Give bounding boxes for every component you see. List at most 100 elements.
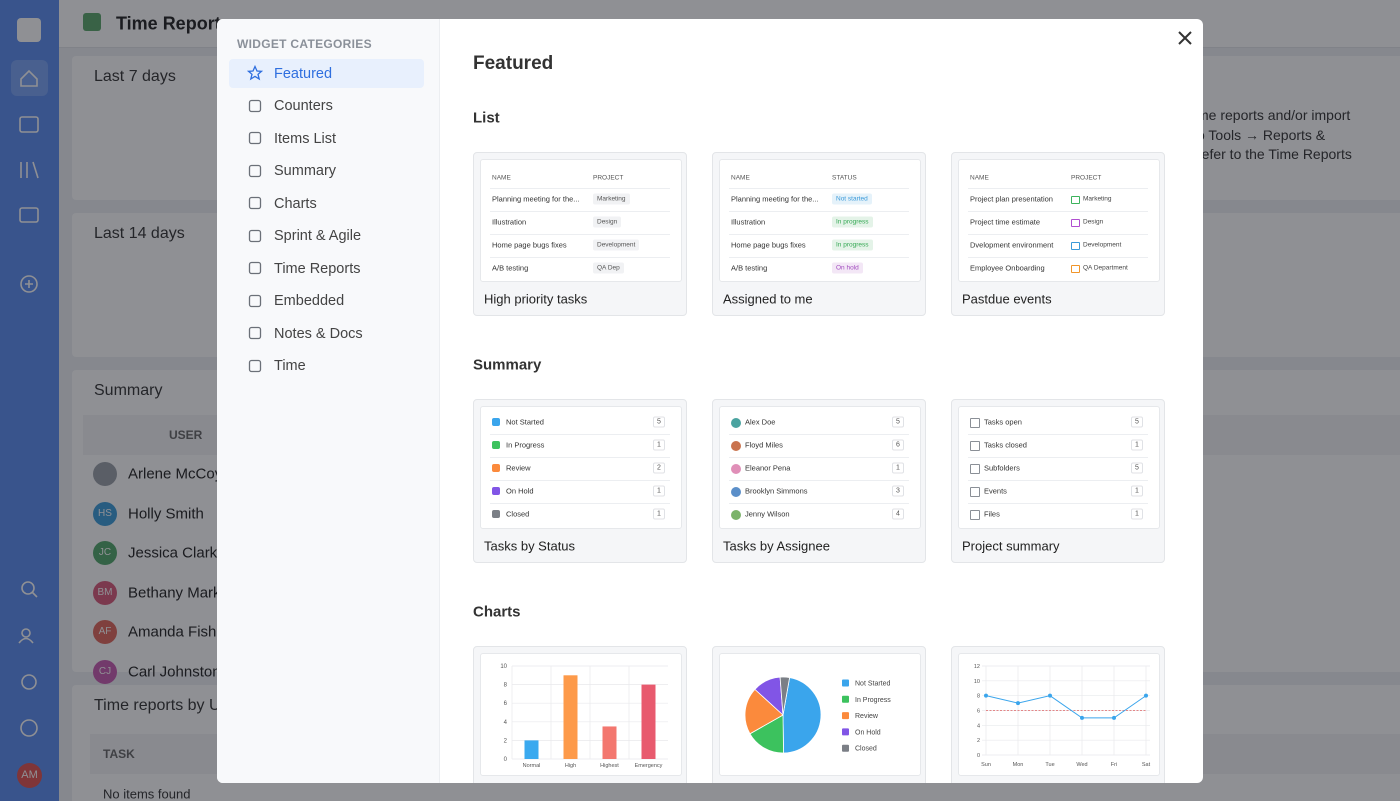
category-item[interactable]: Charts: [229, 189, 424, 218]
page-title: Time Reports: [116, 13, 231, 34]
category-item[interactable]: Counters: [229, 92, 424, 121]
category-label: Items List: [274, 130, 337, 147]
category-panel: [217, 19, 440, 783]
close-button[interactable]: [1177, 30, 1193, 46]
row-count: 1: [653, 485, 665, 497]
category-item[interactable]: Sprint & Agile: [229, 222, 424, 251]
category-icon: [248, 164, 262, 177]
row-count: 4: [892, 508, 904, 520]
user-avatar: CJ: [93, 659, 117, 684]
row-count: 1: [1131, 508, 1143, 520]
project-icon: [1071, 195, 1080, 204]
row-marker: [731, 486, 741, 497]
legend-swatch: [842, 728, 849, 736]
x-tick-label: Mon: [1013, 762, 1024, 768]
category-item[interactable]: Time: [229, 352, 424, 381]
column-header: PROJECT: [1071, 174, 1102, 182]
category-item[interactable]: Items List: [229, 124, 424, 153]
x-tick-label: Sun: [981, 762, 991, 768]
widget-preview: Alex Doe 5 Floyd Miles 6 Eleanor Pena 1 Brookl…: [719, 406, 921, 529]
y-tick-label: 2: [977, 738, 980, 744]
point: [1016, 701, 1020, 706]
legend-swatch: [842, 679, 849, 687]
user-avatar[interactable]: AM: [17, 763, 42, 788]
mini-chart: 0 2 4 6 8 10 12 Sun Mon Tue Wed Fri Sat: [974, 664, 1151, 768]
row-count: 5: [1131, 416, 1143, 428]
category-item[interactable]: Summary: [229, 157, 424, 186]
row-separator: [729, 233, 909, 235]
category-icon: [248, 99, 262, 112]
widget-card[interactable]: 0 2 4 6 8 10 12 Sun Mon Tue Wed Fri Sat: [951, 646, 1165, 783]
row-count: 1: [653, 508, 665, 520]
row-label: Jenny Wilson: [745, 509, 790, 519]
row-marker: [731, 463, 741, 474]
category-item[interactable]: Notes & Docs: [229, 319, 424, 348]
status-tag: On hold: [832, 262, 863, 274]
category-item[interactable]: Featured: [229, 59, 424, 88]
home-button[interactable]: [11, 60, 48, 96]
y-tick-label: 0: [977, 753, 980, 759]
row-separator: [968, 256, 1148, 258]
row-separator: [968, 210, 1148, 212]
widget-card[interactable]: Not Started In Progress Review On Hold Close…: [712, 646, 926, 783]
row-separator: [490, 233, 670, 235]
column-header: NAME: [492, 174, 511, 182]
row-count: 3: [892, 485, 904, 497]
category-label: Time Reports: [274, 260, 361, 277]
user-avatar: [93, 462, 117, 486]
row-label: Review: [506, 463, 531, 473]
widget-card[interactable]: NAME PROJECT Project plan presentation Mark…: [951, 152, 1165, 316]
point: [1080, 715, 1084, 720]
card-title: Assigned to me: [723, 291, 813, 307]
category-icon: [248, 326, 262, 340]
row-name: A/B testing: [492, 263, 529, 273]
card-title: Tasks by Status: [484, 538, 576, 554]
project-icon: [1071, 241, 1080, 250]
point: [1144, 693, 1148, 698]
user-avatar: HS: [93, 501, 117, 526]
widget-card[interactable]: Not Started 5 In Progress 1 Review 2 On Hold 1 C…: [473, 399, 687, 563]
pie-slice: [744, 688, 784, 735]
row-marker: [970, 440, 980, 451]
row-marker: [731, 440, 741, 451]
row-name: Project plan presentation: [970, 194, 1053, 204]
category-item[interactable]: Time Reports: [229, 254, 424, 283]
row-separator: [490, 502, 670, 504]
category-icon: [248, 261, 262, 275]
row-marker: [492, 417, 500, 426]
row-separator: [729, 187, 909, 189]
row-tag: Marketing: [593, 193, 630, 205]
user-avatar: JC: [93, 541, 117, 565]
widget-card[interactable]: Tasks open 5 Tasks closed 1 Subfolders 5 Event…: [951, 399, 1165, 563]
user-name: Jessica Clark: [128, 544, 218, 562]
y-tick-label: 2: [504, 738, 508, 744]
status-tag: Not started: [832, 193, 872, 205]
widget-preview: Not Started In Progress Review On Hold Close…: [719, 653, 921, 776]
y-tick-label: 10: [974, 679, 980, 685]
widget-card[interactable]: NAME PROJECT Planning meeting for the... Ma…: [473, 152, 687, 316]
bar: [602, 726, 617, 759]
row-name: Home page bugs fixes: [492, 240, 567, 250]
row-name: Employee Onboarding: [970, 263, 1045, 273]
row-name: Planning meeting for the...: [731, 194, 819, 204]
x-tick-label: Sat: [1142, 762, 1151, 768]
column-header: PROJECT: [593, 174, 624, 182]
row-tag: QA Department: [1083, 264, 1128, 272]
widget-card[interactable]: NAME STATUS Planning meeting for the... Not…: [712, 152, 926, 316]
section-title: Summary: [473, 356, 542, 374]
card-title: Pastdue events: [962, 291, 1052, 307]
user-avatar: AF: [93, 620, 117, 644]
legend-label: Not Started: [855, 681, 891, 688]
user-name: Amanda Fishe: [128, 623, 225, 641]
row-label: In Progress: [506, 440, 545, 450]
category-item[interactable]: Embedded: [229, 287, 424, 316]
row-marker: [731, 509, 741, 520]
widget-card[interactable]: 0 2 4 6 8 10 Normal High Highest Emergency: [473, 646, 687, 783]
widget-card[interactable]: Alex Doe 5 Floyd Miles 6 Eleanor Pena 1 Brookl…: [712, 399, 926, 563]
row-separator: [729, 210, 909, 212]
panel-title: Last 7 days: [94, 68, 176, 85]
table-header-label: TASK: [103, 747, 135, 761]
row-label: Alex Doe: [745, 417, 776, 427]
row-count: 1: [892, 462, 904, 474]
